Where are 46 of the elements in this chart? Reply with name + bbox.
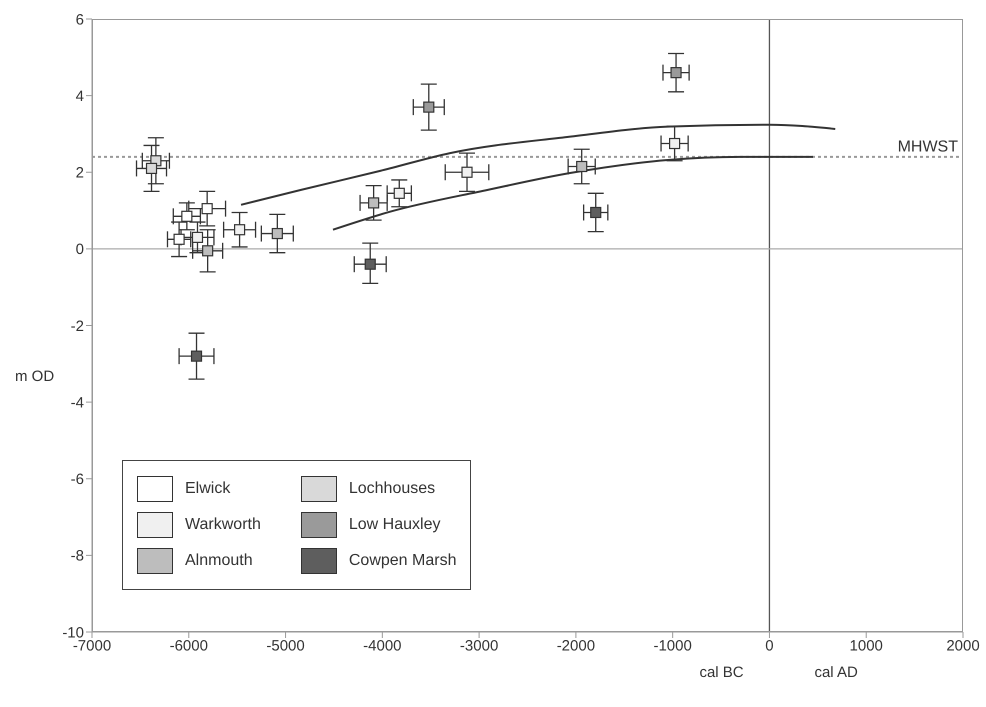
line-series — [240, 124, 836, 206]
point — [174, 234, 185, 245]
point — [202, 245, 214, 256]
y-tick-label: 0 — [76, 241, 84, 258]
point — [192, 232, 204, 243]
point — [181, 210, 192, 222]
legend-label: Alnmouth — [185, 552, 253, 570]
y-axis-title: m OD — [15, 368, 54, 385]
y-tick-label: 2 — [76, 164, 84, 182]
point — [590, 206, 602, 218]
point — [669, 138, 680, 150]
point — [146, 162, 158, 174]
point — [394, 188, 405, 199]
x-tick-label: 1000 — [850, 638, 883, 655]
ref-line-label: MHWST — [898, 138, 958, 156]
x-tick-label: -4000 — [363, 638, 402, 655]
legend-label: Warkworth — [185, 516, 261, 534]
text: cal BC — [699, 664, 744, 681]
point — [364, 258, 376, 270]
point — [272, 228, 283, 240]
point — [576, 160, 588, 172]
y-tick-label: -8 — [70, 548, 84, 565]
point — [234, 224, 246, 236]
y-tick-label: 6 — [76, 11, 84, 28]
point — [190, 350, 202, 362]
legend-label: Cowpen Marsh — [348, 552, 456, 570]
x-tick-label: -2000 — [556, 638, 596, 655]
y-tick-label: -2 — [70, 318, 84, 335]
point — [423, 102, 434, 113]
y-tick-label: 4 — [76, 88, 84, 105]
y-tick-label: -6 — [70, 471, 84, 488]
legend-label: Low Hauxley — [348, 516, 440, 534]
x-tick-label: 0 — [765, 638, 774, 655]
x-tick-label: -6000 — [170, 638, 208, 655]
x-tick-label: -5000 — [266, 638, 305, 655]
point — [368, 197, 380, 208]
y-tick-label: -4 — [70, 394, 84, 412]
x-tick-label: -3000 — [460, 638, 498, 655]
legend-label: Elwick — [185, 480, 230, 498]
legend-label: Lochhouses — [348, 480, 436, 498]
point — [202, 203, 213, 214]
x-tick-label: -1000 — [653, 638, 692, 655]
point — [670, 67, 682, 78]
x-tick-label: 2000 — [946, 638, 980, 655]
text: cal AD — [814, 664, 858, 681]
point — [461, 166, 473, 178]
